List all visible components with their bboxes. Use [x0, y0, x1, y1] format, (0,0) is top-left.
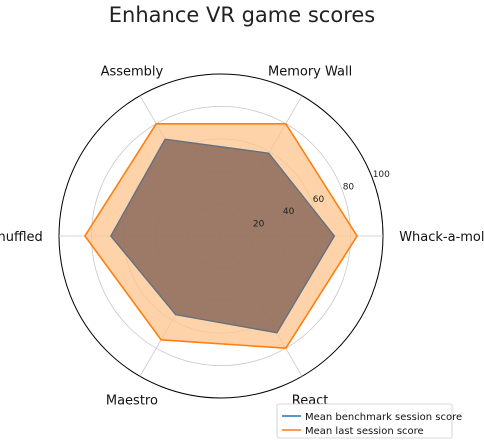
tick-label-100: 100	[373, 170, 390, 180]
radial-tick-labels: 20 40 60 80 100	[253, 170, 390, 230]
axis-label-2: Assembly	[101, 65, 164, 80]
radar-series-layer	[83, 123, 359, 350]
chart-title: Enhance VR game scores	[109, 3, 375, 27]
tick-label-40: 40	[283, 207, 295, 217]
tick-label-80: 80	[343, 182, 355, 192]
axis-label-0: Whack-a-mole	[399, 230, 484, 245]
axis-label-1: Memory Wall	[268, 65, 352, 80]
axis-labels: Whack-a-mole Memory Wall Assembly Shuffled M…	[0, 65, 484, 409]
series-line-1	[83, 123, 359, 350]
tick-label-60: 60	[313, 195, 325, 205]
legend-box	[276, 403, 453, 439]
series-line-0	[110, 138, 336, 334]
series-fill-0	[110, 139, 335, 333]
tick-label-20: 20	[253, 220, 265, 230]
legend: Mean benchmark session score Mean last s…	[276, 403, 462, 439]
legend-label-benchmark: Mean benchmark session score	[305, 412, 462, 423]
axis-label-4: Maestro	[106, 393, 158, 408]
axis-label-3: Shuffled	[0, 230, 43, 245]
legend-label-last-session: Mean last session score	[305, 426, 424, 437]
